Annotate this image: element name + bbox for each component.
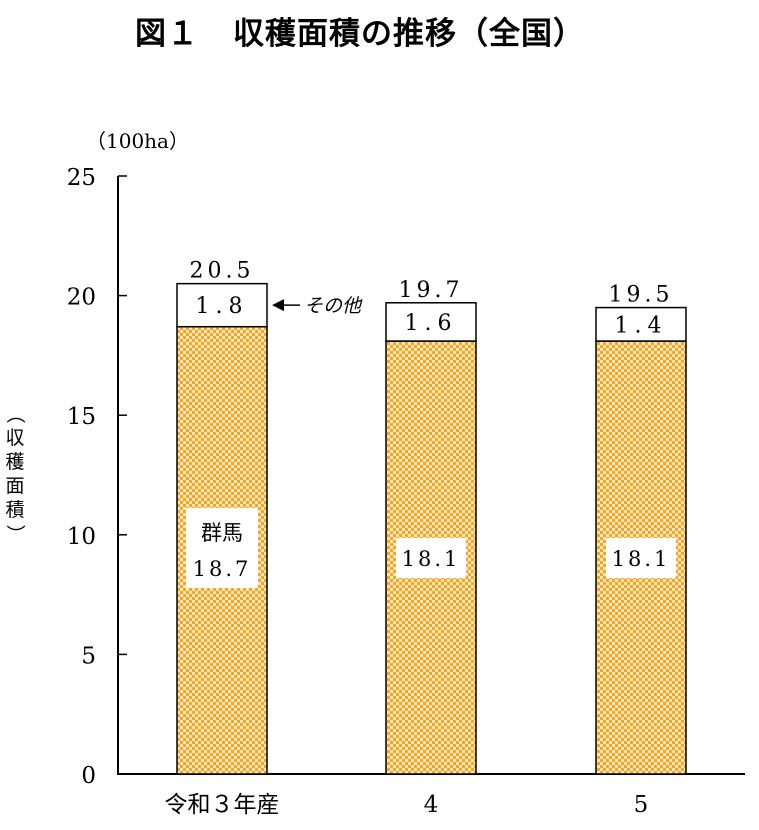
data-label-other: 1.4	[615, 313, 668, 338]
y-axis-label-char: 積	[5, 499, 25, 521]
y-tick-label: 20	[67, 285, 96, 311]
series-name-label: 群馬	[201, 521, 243, 545]
data-label-gunma: 18.1	[402, 547, 461, 571]
label-box	[396, 538, 466, 578]
y-tick-label: 15	[67, 404, 96, 430]
chart-title: 図１ 収穫面積の推移（全国）	[0, 8, 720, 53]
y-tick-label: 10	[67, 524, 96, 550]
data-label-gunma: 18.1	[612, 547, 671, 571]
y-axis-label-char: 穫	[5, 451, 25, 473]
x-tick-label: 令和３年産	[165, 792, 280, 818]
y-tick-label: 0	[81, 763, 96, 789]
y-axis-label-char: 面	[5, 475, 25, 497]
y-tick-label: 5	[81, 643, 96, 669]
data-label-other: 1.8	[196, 294, 249, 319]
y-tick-label: 25	[67, 165, 96, 191]
data-label-total: 20.5	[190, 259, 255, 284]
label-box	[606, 538, 676, 578]
label-box	[186, 508, 258, 588]
data-label-other: 1.6	[405, 311, 458, 336]
bar-segment-other	[595, 306, 687, 342]
y-axis-label: （収穫面積）	[0, 402, 30, 546]
x-tick-label: 5	[634, 792, 649, 818]
annotation-label: その他	[304, 295, 363, 317]
figure-number: 図１	[135, 16, 199, 52]
data-label-gunma: 18.7	[193, 557, 252, 581]
figure-title: 収穫面積の推移（全国）	[233, 16, 585, 52]
bar-segment-other	[176, 282, 268, 328]
unit-label: （100ha）	[86, 129, 189, 153]
y-axis-label-char: 収	[5, 427, 25, 449]
x-tick-label: 4	[424, 792, 439, 818]
annotation-arrowhead	[272, 299, 284, 312]
data-label-total: 19.5	[609, 283, 674, 308]
data-label-total: 19.7	[399, 278, 464, 303]
bar-segment-other	[385, 302, 477, 342]
